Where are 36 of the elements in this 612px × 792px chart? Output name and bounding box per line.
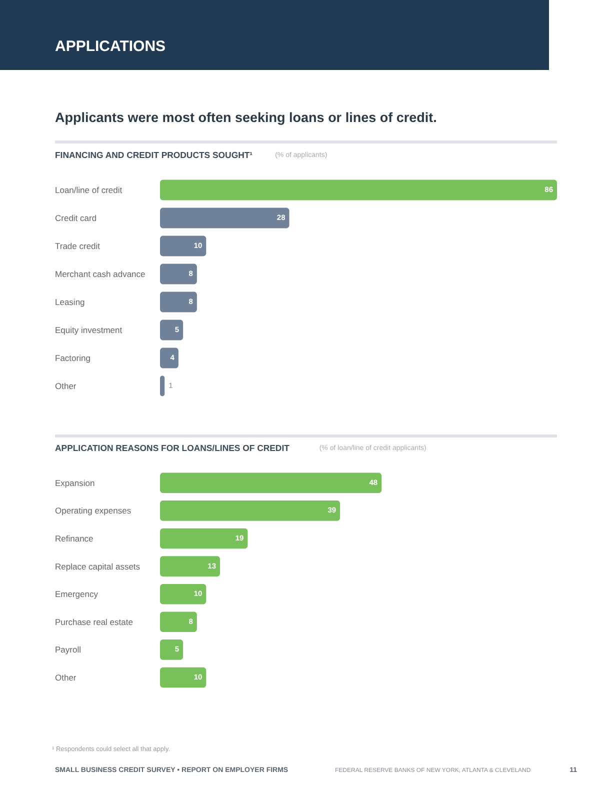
y-tick-label: Replace capital assets bbox=[55, 561, 140, 572]
bar bbox=[160, 612, 197, 632]
y-tick-label: Expansion bbox=[55, 478, 95, 488]
bar bbox=[160, 667, 206, 688]
bar bbox=[160, 348, 178, 368]
bar bbox=[160, 472, 382, 494]
bar bbox=[160, 320, 184, 340]
bar bbox=[160, 556, 220, 576]
y-tick-label: Merchant cash advance bbox=[55, 269, 146, 279]
bar bbox=[160, 264, 197, 284]
chart-subtitle: FINANCING AND CREDIT PRODUCTS SOUGHT¹ bbox=[55, 150, 253, 160]
y-tick-label: Loan/line of credit bbox=[55, 185, 123, 195]
bar bbox=[160, 528, 248, 549]
y-tick-label: Other bbox=[55, 381, 76, 391]
bar bbox=[160, 640, 184, 660]
y-tick-label: Refinance bbox=[55, 534, 94, 544]
chart-subtitle: APPLICATION REASONS FOR LOANS/LINES OF CREDIT bbox=[55, 443, 290, 453]
y-tick-label: Factoring bbox=[55, 353, 91, 363]
y-tick-label: Payroll bbox=[55, 644, 82, 655]
y-tick-label: Emergency bbox=[55, 589, 99, 600]
y-tick-label: Equity investment bbox=[55, 325, 123, 335]
y-tick-label: Leasing bbox=[55, 297, 86, 307]
bar bbox=[160, 584, 206, 604]
text: APPLICATIONS bbox=[55, 38, 166, 55]
y-tick-label: Operating expenses bbox=[55, 506, 132, 516]
bar bbox=[160, 208, 290, 228]
y-tick-label: Trade credit bbox=[55, 241, 101, 251]
bar bbox=[160, 376, 165, 396]
bar bbox=[160, 236, 206, 256]
bar bbox=[160, 500, 340, 521]
y-tick-label: Purchase real estate bbox=[55, 616, 134, 627]
bar bbox=[160, 180, 557, 200]
chart-title: Applicants were most often seeking loans or lines of credit. bbox=[55, 110, 437, 125]
bar bbox=[160, 292, 197, 312]
y-tick-label: Credit card bbox=[55, 213, 97, 223]
y-tick-label: Other bbox=[55, 672, 76, 682]
